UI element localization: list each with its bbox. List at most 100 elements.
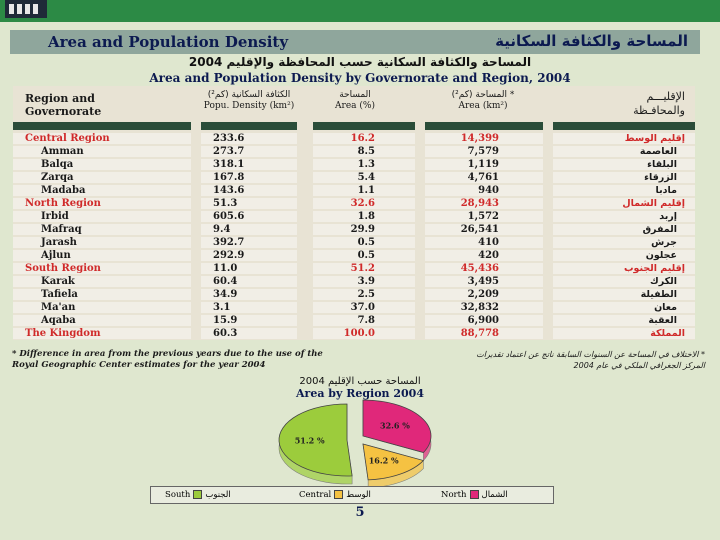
cell-area-pct: 100.0 <box>343 328 375 339</box>
cell-area-pct: 51.2 <box>350 263 375 274</box>
table-title-ar: المساحة والكثافة السكانية حسب المحافظة و… <box>188 55 532 69</box>
legend-label-en: North <box>441 490 467 500</box>
cell-area: 7,579 <box>467 146 499 157</box>
cell-area-pct: 1.3 <box>357 159 375 170</box>
row-band <box>201 289 297 300</box>
row-band <box>313 185 415 196</box>
row-band <box>553 159 695 170</box>
row-band <box>553 276 695 287</box>
legend-item-central: Central الوسط <box>299 489 371 501</box>
data-table: Region and Governorate الكثافة السكانية … <box>13 86 695 340</box>
table-row: Tafiela 34.9 2.5 2,209 الطفيلة <box>13 288 695 301</box>
section-title-en: Area and Population Density <box>48 33 289 51</box>
row-band <box>425 237 543 248</box>
cell-area-pct: 7.8 <box>357 315 375 326</box>
row-band <box>425 224 543 235</box>
footnote-ar: * الاختلاف في المساحة عن السنوات السابقة… <box>476 350 705 370</box>
cell-area: 1,119 <box>467 159 499 170</box>
row-band <box>13 172 191 183</box>
table-row: South Region 11.0 51.2 45,436 إقليم الجنوب <box>13 262 695 275</box>
section-title-ar: المساحة والكثافة السكانية <box>495 32 688 50</box>
cell-region-en: Karak <box>41 276 75 287</box>
cell-region-en: Zarqa <box>41 172 74 183</box>
cell-region-ar: البلقاء <box>647 159 677 170</box>
cell-region-en: Ma'an <box>41 302 76 313</box>
legend-swatch <box>469 490 479 499</box>
row-band <box>553 224 695 235</box>
legend-label-en: South <box>165 490 191 500</box>
row-band <box>13 276 191 287</box>
cell-area-pct: 29.9 <box>350 224 375 235</box>
row-band <box>313 328 415 339</box>
cell-area: 6,900 <box>467 315 499 326</box>
row-band <box>425 263 543 274</box>
table-row: Central Region 233.6 16.2 14,399 إقليم الوسط <box>13 132 695 145</box>
row-band <box>553 315 695 326</box>
row-band <box>201 315 297 326</box>
cell-region-en: Amman <box>41 146 84 157</box>
cell-area-pct: 32.6 <box>350 198 375 209</box>
row-band <box>201 276 297 287</box>
pie-slice-label: 16.2 % <box>369 456 399 466</box>
cell-area-pct: 0.5 <box>357 250 375 261</box>
pie-slice-label: 51.2 % <box>295 436 325 446</box>
cell-area: 1,572 <box>467 211 499 222</box>
row-band <box>553 250 695 261</box>
cell-region-ar: جرش <box>651 237 677 248</box>
cell-region-ar: عجلون <box>645 250 677 261</box>
cell-density: 233.6 <box>213 133 245 144</box>
cell-density: 15.9 <box>213 315 238 326</box>
pie-slice-side <box>278 404 353 485</box>
cell-region-en: Aqaba <box>41 315 76 326</box>
row-band <box>201 211 297 222</box>
row-band <box>553 237 695 248</box>
cell-region-en: Balqa <box>41 159 74 170</box>
row-band <box>13 250 191 261</box>
row-band <box>13 328 191 339</box>
col-head-region-en: Region and Governorate <box>25 92 102 118</box>
legend-item-north: North الشمال <box>441 489 508 501</box>
row-band <box>313 263 415 274</box>
cell-area: 940 <box>478 185 499 196</box>
row-band <box>313 133 415 144</box>
row-band <box>425 315 543 326</box>
row-band <box>201 133 297 144</box>
cell-region-en: Irbid <box>41 211 69 222</box>
row-band <box>13 159 191 170</box>
cell-region-ar: العاصمة <box>639 146 677 157</box>
cell-region-en: Mafraq <box>41 224 82 235</box>
cell-region-en: South Region <box>25 263 101 274</box>
cell-density: 273.7 <box>213 146 245 157</box>
row-band <box>13 302 191 313</box>
section-header: Area and Population Density المساحة والك… <box>10 30 700 54</box>
table-row: Amman 273.7 8.5 7,579 العاصمة <box>13 145 695 158</box>
cell-region-ar: الطفيلة <box>640 289 677 300</box>
row-band <box>425 172 543 183</box>
cell-area: 4,761 <box>467 172 499 183</box>
table-row: North Region 51.3 32.6 28,943 إقليم الشمال <box>13 197 695 210</box>
row-band <box>13 224 191 235</box>
cell-area: 26,541 <box>460 224 499 235</box>
row-band <box>13 198 191 209</box>
legend-item-south: South الجنوب <box>165 489 231 501</box>
page-number: 5 <box>355 505 365 520</box>
cell-area-pct: 8.5 <box>357 146 375 157</box>
col-rule <box>313 122 415 130</box>
cell-area: 28,943 <box>460 198 499 209</box>
row-band <box>13 289 191 300</box>
footnote-en: * Difference in area from the previous y… <box>12 349 323 370</box>
row-band <box>553 302 695 313</box>
row-band <box>313 224 415 235</box>
row-band <box>553 289 695 300</box>
cell-area: 14,399 <box>460 133 499 144</box>
table-row: Jarash 392.7 0.5 410 جرش <box>13 236 695 249</box>
col-rule <box>553 122 695 130</box>
row-band <box>313 276 415 287</box>
row-band <box>13 133 191 144</box>
chart-title: Area by Region 2004 <box>296 387 424 400</box>
cell-area: 3,495 <box>467 276 499 287</box>
table-row: Ajlun 292.9 0.5 420 عجلون <box>13 249 695 262</box>
cell-area: 410 <box>478 237 499 248</box>
cell-density: 392.7 <box>213 237 245 248</box>
cell-region-en: Central Region <box>25 133 110 144</box>
